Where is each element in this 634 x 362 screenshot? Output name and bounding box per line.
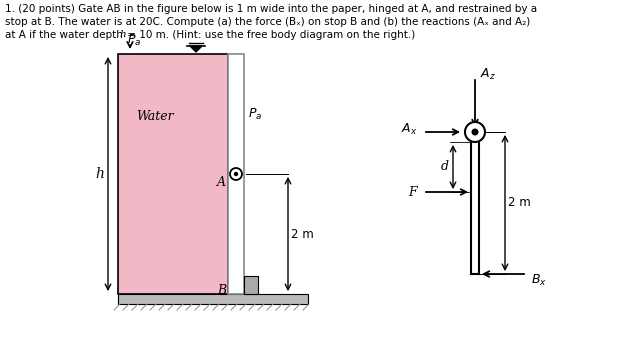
- Text: $A_x$: $A_x$: [401, 121, 417, 136]
- Text: d: d: [441, 160, 449, 173]
- Bar: [228, 54, 244, 294]
- Text: A: A: [217, 176, 226, 189]
- Bar: [471, 132, 479, 274]
- Text: $P_a$: $P_a$: [127, 33, 141, 47]
- Text: at A if the water depth: at A if the water depth: [5, 30, 126, 40]
- Text: = 10 m. (Hint: use the free body diagram on the right.): = 10 m. (Hint: use the free body diagram…: [124, 30, 415, 40]
- Circle shape: [230, 168, 242, 180]
- Text: 2 m: 2 m: [291, 227, 314, 240]
- Circle shape: [465, 122, 485, 142]
- Text: stop at B. The water is at 20C. Compute (a) the force (Bₓ) on stop B and (b) the: stop at B. The water is at 20C. Compute …: [5, 17, 530, 27]
- Circle shape: [472, 129, 479, 135]
- Bar: [118, 54, 228, 294]
- Polygon shape: [190, 46, 202, 52]
- Text: $P_a$: $P_a$: [248, 106, 262, 122]
- Text: Water: Water: [136, 110, 174, 123]
- Text: 2 m: 2 m: [508, 197, 531, 210]
- Text: B: B: [217, 283, 226, 296]
- Circle shape: [234, 172, 238, 176]
- Bar: [244, 276, 258, 294]
- Text: h: h: [95, 167, 104, 181]
- Text: 1. (20 points) Gate AB in the figure below is 1 m wide into the paper, hinged at: 1. (20 points) Gate AB in the figure bel…: [5, 4, 537, 14]
- Text: h: h: [119, 30, 126, 39]
- Text: F: F: [408, 185, 417, 198]
- Bar: [118, 294, 308, 304]
- Text: $A_z$: $A_z$: [480, 67, 496, 81]
- Text: $B_x$: $B_x$: [531, 273, 547, 287]
